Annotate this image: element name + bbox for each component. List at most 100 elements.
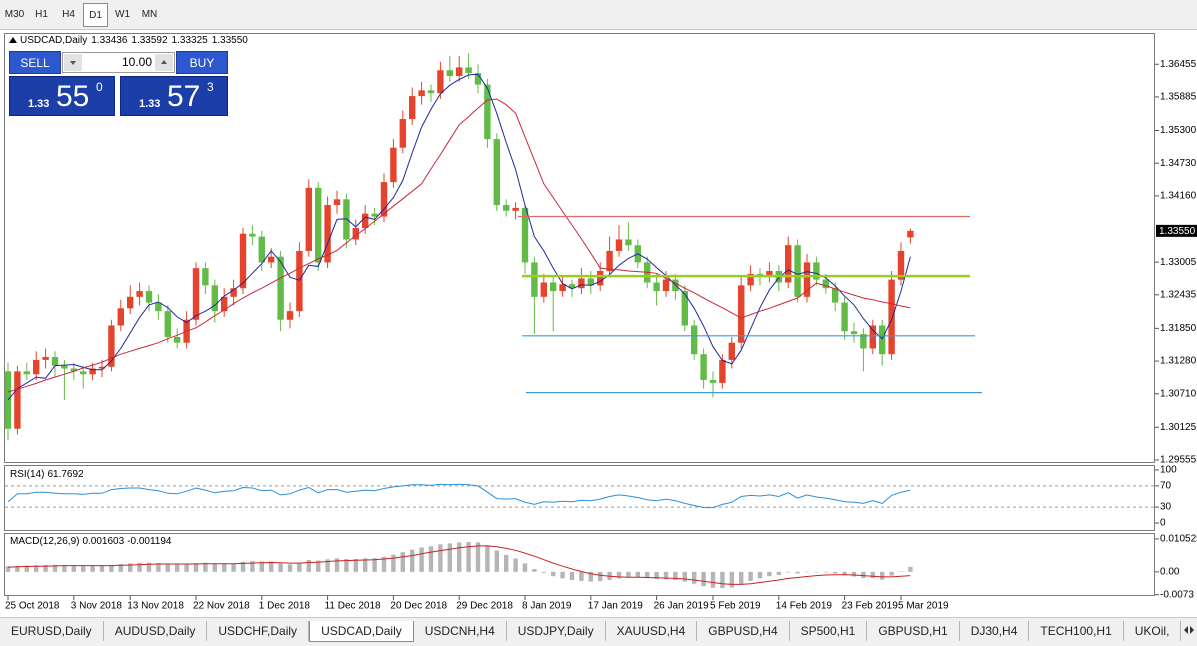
tab-scroll[interactable] [1181,618,1197,642]
macd-bar [908,566,913,572]
candle-body [42,357,49,360]
timeframe-button[interactable]: W1 [115,8,130,20]
candle-body [625,239,632,246]
chart-tab[interactable]: UKOil, [1124,621,1182,641]
macd-bar [269,561,274,572]
candle-body [155,302,162,312]
candle-body [437,70,444,94]
macd-bar [118,564,123,572]
chart-tab[interactable]: GBPUSD,H1 [867,621,960,641]
spin-down[interactable] [64,54,82,71]
candle-body [268,256,275,263]
macd-bar [222,563,227,572]
candle-body [33,359,40,375]
macd-bar [870,571,875,579]
ask-quote[interactable]: 1.33 57 3 [120,76,228,116]
one-click-trading: SELL 10.00 BUY 1.33 55 0 1.33 57 3 [9,51,228,116]
collapse-icon[interactable] [9,37,17,43]
rsi-title: RSI(14) [10,469,44,480]
spin-up[interactable] [155,54,173,71]
lots-input[interactable]: 10.00 [62,52,175,73]
macd-bar [720,571,725,589]
y-tick-label: 1.36455 [1160,59,1197,70]
chart-tab[interactable]: GBPUSD,H4 [697,621,790,641]
candle-body [202,268,209,286]
x-tick-label: 17 Jan 2019 [588,601,643,612]
macd-bar [823,571,828,573]
chart-tab[interactable]: XAUUSD,H4 [606,621,698,641]
candle-body [550,282,557,292]
macd-bar [457,542,462,572]
bid-quote[interactable]: 1.33 55 0 [9,76,115,116]
macd-bar [43,564,48,572]
macd-bar [692,571,697,584]
candle-body [747,273,754,286]
candle-body [277,256,284,320]
chart-tab[interactable]: AUDUSD,Daily [104,621,208,641]
macd-bar [372,558,377,572]
y-tick-label: 1.35885 [1160,92,1197,103]
candle-body [474,73,482,85]
candle-body [597,271,604,286]
macd-bar [880,571,885,580]
x-tick-label: 3 Nov 2018 [71,601,123,612]
candle-body [728,342,735,360]
x-tick-label: 14 Feb 2019 [776,601,833,612]
candle-body [794,245,801,297]
timeframe-button[interactable]: H1 [35,8,48,20]
y-tick-label: 0 [1160,518,1166,529]
chart-tab[interactable]: TECH100,H1 [1029,621,1124,641]
macd-bar [419,547,424,572]
chart-tab[interactable]: USDCHF,Daily [207,621,310,641]
macd-bar [344,559,349,572]
macd-bar [325,559,330,572]
macd-bar [522,563,528,572]
macd-bar [184,564,189,572]
moving-average [7,98,911,393]
candle-body [822,279,829,289]
candle-body [399,119,406,148]
x-tick-label: 25 Oct 2018 [5,601,60,612]
macd-bar [5,566,11,572]
candle-body [653,282,660,292]
chart-tab[interactable]: DJ30,H4 [960,621,1030,641]
chart-tab[interactable]: EURUSD,Daily [0,621,104,641]
macd-bar [833,571,838,574]
buy-button[interactable]: BUY [176,51,228,74]
macd-bar [287,564,293,572]
price-tag [1156,224,1197,237]
y-tick-label: 70 [1160,481,1172,492]
chart-tab[interactable]: SP500,H1 [790,621,868,641]
macd-bar [428,546,434,572]
timeframe-button[interactable]: D1 [83,2,108,27]
candle-body [446,70,453,77]
y-tick-label: 1.33005 [1160,257,1197,268]
macd-bar [52,564,58,572]
x-tick-label: 11 Dec 2018 [325,601,381,612]
candle-body [371,213,378,217]
signal-line [7,545,911,585]
signal-value: -0.001194 [127,536,172,547]
chart-tab[interactable]: USDJPY,Daily [507,621,606,641]
candle-body [221,296,228,312]
sell-button[interactable]: SELL [9,51,61,74]
macd-bar [391,554,396,572]
timeframe-button[interactable]: M30 [4,8,25,20]
macd-bar [485,545,490,572]
macd-bar [475,542,481,572]
timeframe-button[interactable]: H4 [62,8,75,20]
candle-body [362,213,369,228]
y-tick-label: 1.29555 [1160,455,1197,466]
chart-tab[interactable]: USDCAD,Daily [309,621,414,642]
candle-body [239,233,247,289]
chart-tab[interactable]: USDCNH,H4 [414,621,507,641]
macd-bar [334,558,340,572]
macd-bar [353,559,358,572]
candle-body [709,379,717,383]
timeframe-button[interactable]: MN [141,8,158,20]
candle-body [174,336,181,343]
macd-bar [729,571,734,588]
macd-bar [231,563,236,572]
macd-bar [682,571,687,582]
y-tick-label: 1.30710 [1160,388,1197,399]
